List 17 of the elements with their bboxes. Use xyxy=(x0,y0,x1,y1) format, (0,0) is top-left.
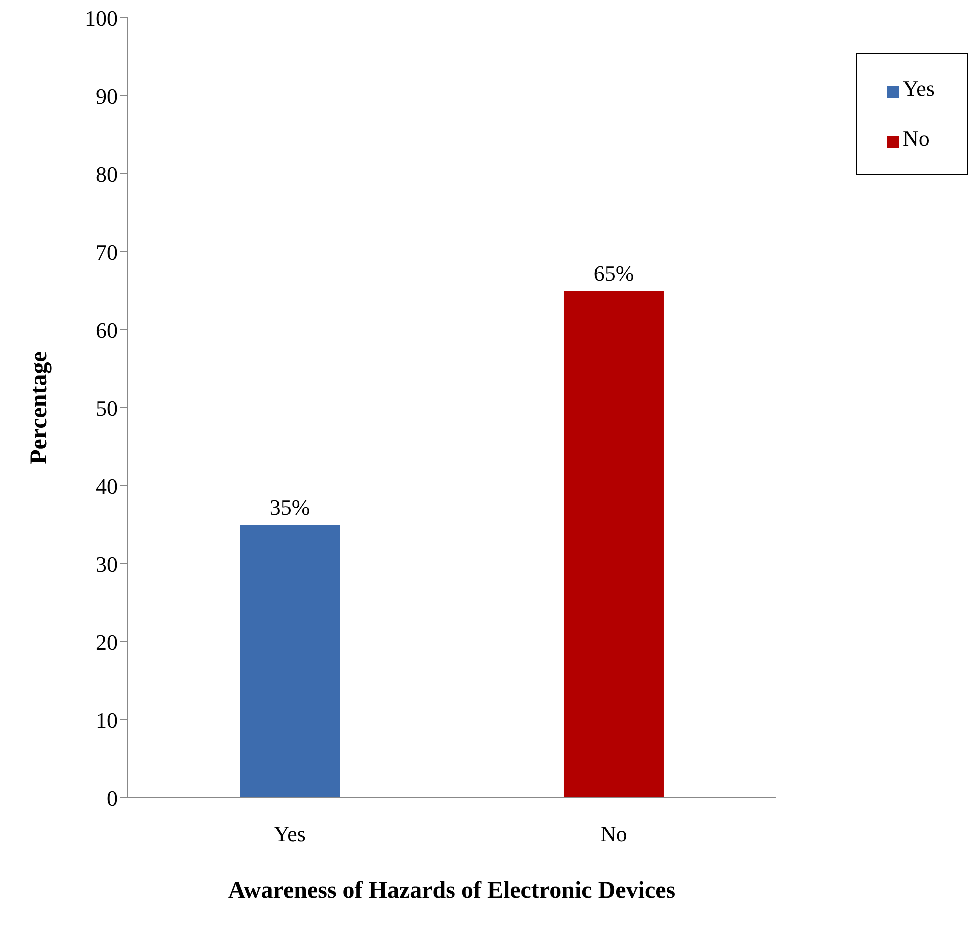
y-axis-title: Percentage xyxy=(26,351,53,464)
y-tick-label: 30 xyxy=(96,552,118,577)
legend-label: No xyxy=(902,126,930,151)
y-tick-label: 10 xyxy=(96,708,118,733)
data-label: 35% xyxy=(270,495,310,520)
y-tick-label: 80 xyxy=(96,162,118,187)
y-tick-label: 70 xyxy=(96,240,118,265)
y-tick-label: 60 xyxy=(96,318,118,343)
data-label: 65% xyxy=(594,261,634,286)
y-tick-label: 50 xyxy=(96,396,118,421)
x-axis-title: Awareness of Hazards of Electronic Devices xyxy=(228,878,676,904)
y-tick-label: 20 xyxy=(96,630,118,655)
y-tick-label: 100 xyxy=(85,6,118,31)
y-tick-label: 40 xyxy=(96,474,118,499)
y-tick-label: 90 xyxy=(96,84,118,109)
y-tick-label: 0 xyxy=(107,786,118,811)
legend-label: Yes xyxy=(902,76,935,101)
